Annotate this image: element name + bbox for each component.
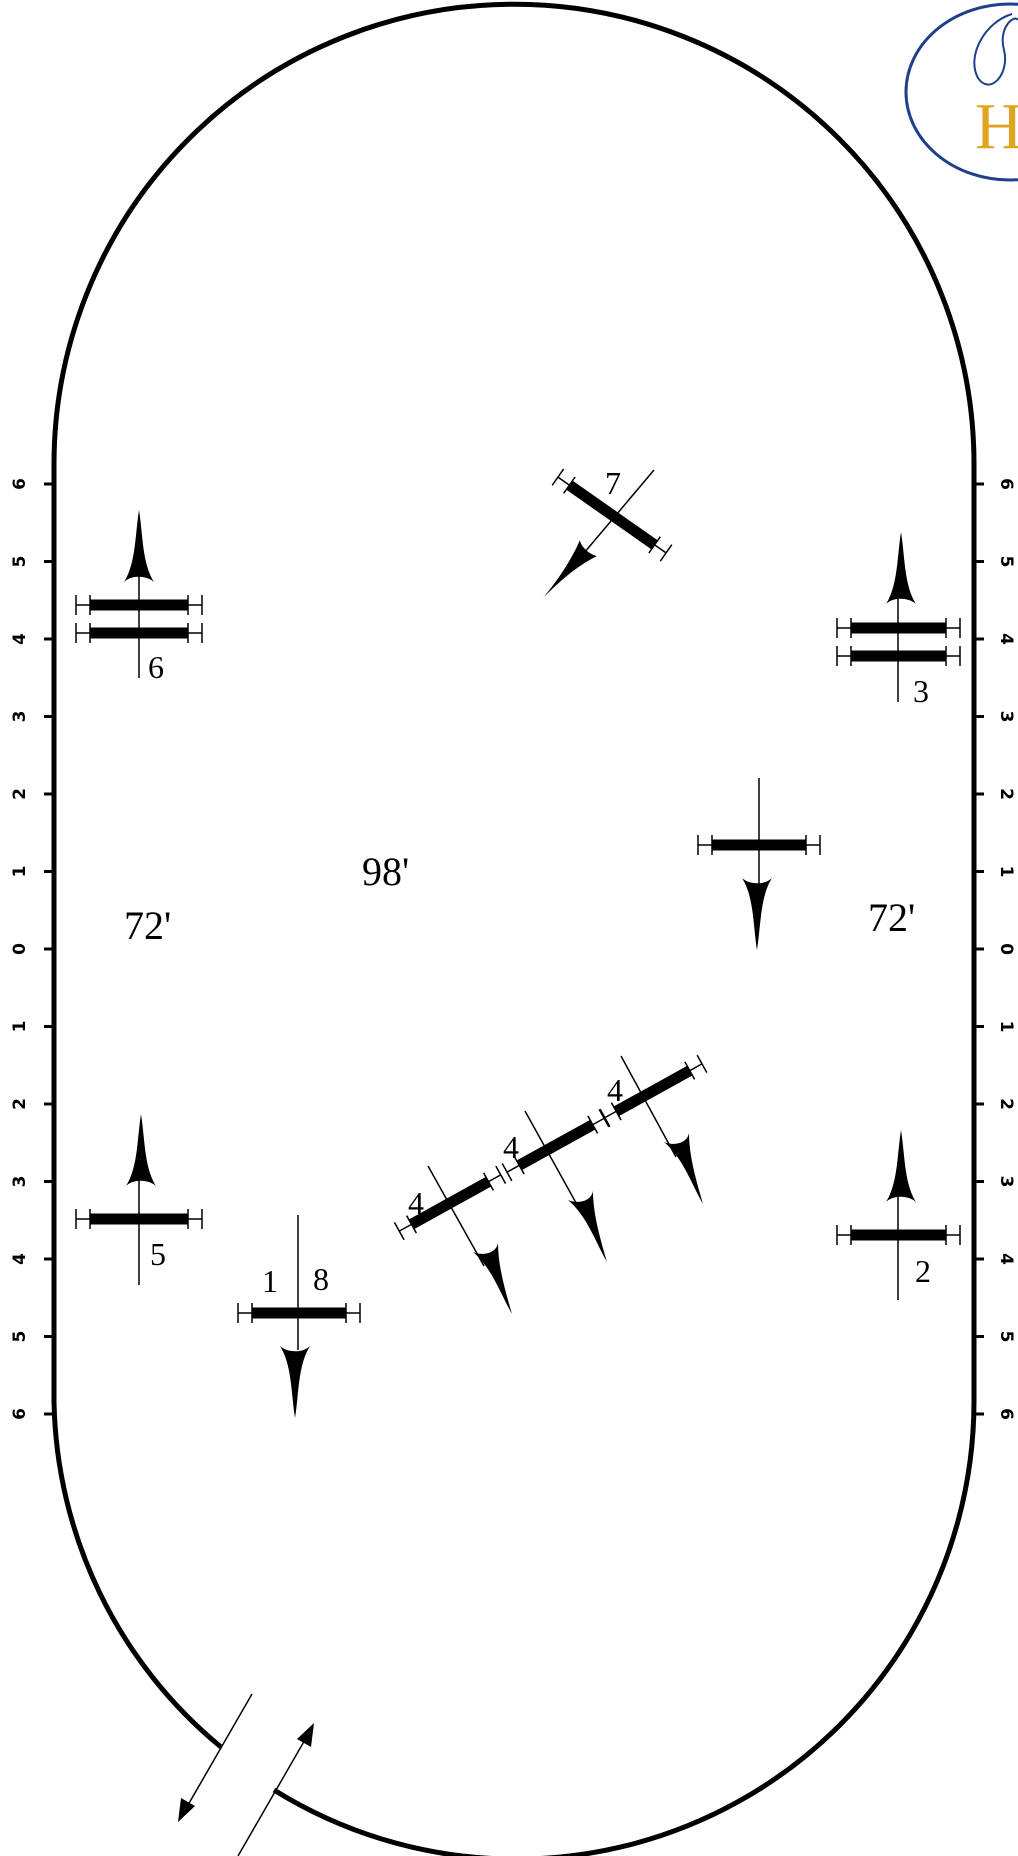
left-scale-label: 1 xyxy=(10,1021,30,1033)
right-scale-label: 4 xyxy=(996,633,1016,645)
right-scale-label: 3 xyxy=(996,1176,1016,1188)
left-scale-label: 6 xyxy=(10,1408,30,1420)
center-dimension: 98' xyxy=(362,849,409,894)
right-scale-label: 6 xyxy=(996,1408,1016,1420)
fence-7-number: 7 xyxy=(605,465,621,501)
fence-6-direction-arrow xyxy=(124,510,154,582)
fence-4c-direction-arrow xyxy=(664,1133,703,1204)
fence-1-8-direction-arrow xyxy=(280,1346,310,1418)
right-scale-label: 2 xyxy=(996,1098,1016,1110)
fence-4b-direction-arrow xyxy=(568,1191,607,1262)
exit-arrowhead xyxy=(178,1798,195,1822)
entry-arrowhead xyxy=(297,1723,314,1747)
logo-ring xyxy=(904,2,1018,182)
left-scale-label: 5 xyxy=(10,1331,30,1343)
arena-outline xyxy=(51,1,977,1856)
gate-arrows xyxy=(178,1693,314,1856)
fence-4a-track-line xyxy=(427,1165,485,1267)
left-scale-label: 6 xyxy=(10,478,30,490)
fence-5-number: 5 xyxy=(150,1236,166,1272)
right-scale-label: 2 xyxy=(996,788,1016,800)
right-scale-label: 5 xyxy=(996,556,1016,568)
fence-6-rail-front xyxy=(75,595,203,615)
entry-line xyxy=(237,1737,307,1856)
fence-8-number: 8 xyxy=(313,1261,329,1297)
logo-letter: H xyxy=(975,90,1018,163)
right-scale-label: 1 xyxy=(996,1021,1016,1033)
fence-4b-number: 4 xyxy=(503,1129,519,1165)
left-scale-label: 4 xyxy=(10,633,30,645)
right-scale: 6 5 4 3 2 1 0 1 2 3 4 5 6 xyxy=(974,478,1016,1420)
left-scale-label: 2 xyxy=(10,788,30,800)
fence-2: 2 xyxy=(836,1130,961,1300)
left-scale-label: 4 xyxy=(10,1253,30,1265)
fence-2-direction-arrow xyxy=(886,1130,916,1202)
fence-4a-number: 4 xyxy=(408,1185,424,1221)
fence-4a: 4 xyxy=(393,1165,512,1314)
fence-4c-track-line xyxy=(620,1055,677,1158)
left-scale: 6 5 4 3 2 1 0 1 2 3 4 5 6 xyxy=(10,478,54,1420)
fence-1-8: 1 8 xyxy=(237,1215,361,1418)
fence-4c: 4 xyxy=(598,1054,708,1204)
fence-6-rail-back xyxy=(75,623,203,643)
logo-script-flourish xyxy=(973,13,1018,86)
right-scale-label: 6 xyxy=(996,478,1016,490)
exit-line xyxy=(187,1693,253,1806)
right-scale-label: 3 xyxy=(996,711,1016,723)
left-scale-label: 2 xyxy=(10,1098,30,1110)
right-scale-label: 5 xyxy=(996,1331,1016,1343)
fence-center-right-direction-arrow xyxy=(742,878,772,950)
fence-4b-track-line xyxy=(524,1110,581,1211)
fence-4c-number: 4 xyxy=(607,1072,623,1108)
fence-7 xyxy=(551,468,673,562)
right-end-dimension: 72' xyxy=(868,895,915,940)
left-scale-label: 5 xyxy=(10,556,30,568)
fence-7-direction-arrow xyxy=(543,540,597,598)
fence-center-right xyxy=(697,778,821,950)
left-scale-label: 1 xyxy=(10,866,30,878)
fence-3-number: 3 xyxy=(913,673,929,709)
logo: H xyxy=(904,2,1018,182)
fence-3-rail-back xyxy=(836,646,961,666)
left-end-dimension: 72' xyxy=(124,903,171,948)
fence-5-direction-arrow xyxy=(126,1114,156,1186)
right-scale-label: 4 xyxy=(996,1253,1016,1265)
right-scale-label: 0 xyxy=(996,943,1016,955)
fence-3-rail-front xyxy=(836,618,961,638)
fence-4a-direction-arrow xyxy=(473,1243,512,1314)
fence-5: 5 xyxy=(75,1114,203,1285)
fence-6-number: 6 xyxy=(148,649,164,685)
left-scale-label: 3 xyxy=(10,1176,30,1188)
right-scale-label: 1 xyxy=(996,866,1016,878)
left-scale-label: 0 xyxy=(10,943,30,955)
fence-3: 3 xyxy=(836,532,961,709)
fence-1-number: 1 xyxy=(262,1263,278,1299)
left-scale-label: 3 xyxy=(10,711,30,723)
fence-6: 6 xyxy=(75,510,203,685)
fence-3-direction-arrow xyxy=(886,532,916,604)
fence-4b: 4 xyxy=(501,1108,611,1262)
fence-2-number: 2 xyxy=(915,1253,931,1289)
